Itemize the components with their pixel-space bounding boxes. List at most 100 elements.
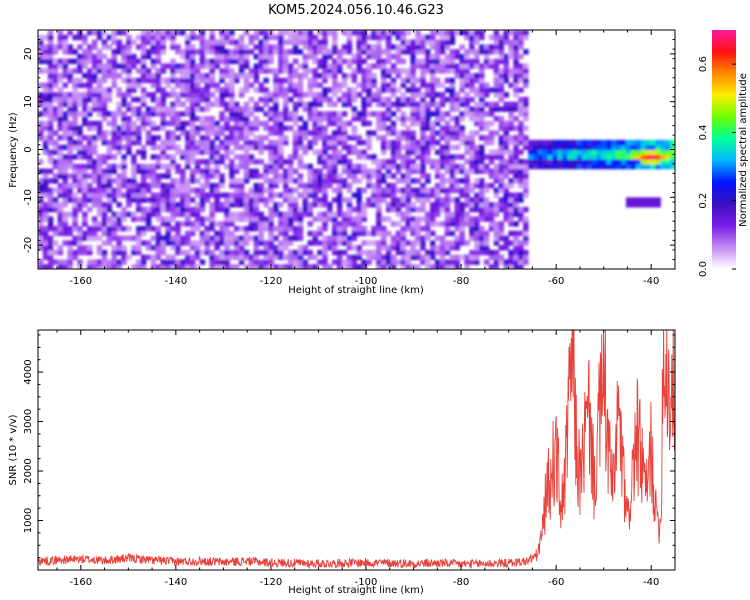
heatmap-cell xyxy=(366,73,372,79)
heatmap-cell xyxy=(498,225,505,232)
heatmap-cell xyxy=(287,159,294,165)
heatmap-cell xyxy=(106,120,113,127)
heatmap-cell xyxy=(508,264,514,269)
heatmap-cell xyxy=(116,240,122,246)
heatmap-cell xyxy=(91,106,98,112)
heatmap-cell xyxy=(351,77,358,84)
heatmap-cell xyxy=(145,68,152,74)
heatmap-cell xyxy=(297,259,304,265)
heatmap-cell xyxy=(67,58,73,65)
heatmap-cell xyxy=(82,149,88,155)
heatmap-cell xyxy=(96,249,103,256)
heatmap-cell xyxy=(160,206,166,213)
heatmap-cell xyxy=(106,221,113,227)
spectrogram-cells xyxy=(38,30,675,269)
heatmap-cell xyxy=(459,73,465,79)
heatmap-cell xyxy=(381,225,387,232)
heatmap-cell xyxy=(224,216,230,222)
heatmap-cell xyxy=(87,206,93,213)
heatmap-cell xyxy=(444,206,451,213)
heatmap-cell xyxy=(488,264,495,269)
heatmap-cell xyxy=(47,225,54,232)
heatmap-cell xyxy=(322,202,328,208)
heatmap-cell xyxy=(454,178,460,184)
heatmap-cell xyxy=(297,135,304,141)
heatmap-cell xyxy=(229,264,235,269)
heatmap-cell xyxy=(449,144,456,151)
heatmap-cell xyxy=(248,120,255,127)
heatmap-cell xyxy=(229,111,235,117)
heatmap-cell xyxy=(82,34,88,41)
heatmap-cell xyxy=(273,49,279,55)
x-tick-label: -80 xyxy=(453,276,469,287)
heatmap-cell xyxy=(449,92,456,98)
heatmap-cell xyxy=(214,168,220,174)
heatmap-cell xyxy=(523,135,529,141)
heatmap-cell xyxy=(307,211,313,218)
heatmap-cell xyxy=(395,187,402,194)
heatmap-cell xyxy=(175,44,181,50)
heatmap-cell xyxy=(434,63,441,69)
heatmap-cell xyxy=(518,192,524,198)
heatmap-cell xyxy=(238,249,245,256)
heatmap-cell xyxy=(430,187,436,194)
heatmap-cell xyxy=(82,58,88,65)
heatmap-cell xyxy=(395,49,402,55)
heatmap-cell xyxy=(449,63,456,69)
heatmap-cell xyxy=(341,235,348,241)
heatmap-cell xyxy=(243,206,250,213)
heatmap-cell xyxy=(209,49,215,55)
heatmap-cell xyxy=(307,230,313,237)
heatmap-cell xyxy=(38,39,44,45)
heatmap-cell xyxy=(57,259,64,265)
heatmap-cell xyxy=(136,139,142,146)
heatmap-cell xyxy=(287,221,294,227)
heatmap-cell xyxy=(140,44,147,50)
heatmap-cell xyxy=(150,178,157,184)
heatmap-cell xyxy=(258,82,264,88)
heatmap-cell xyxy=(469,30,475,36)
heatmap-cell xyxy=(243,211,250,218)
heatmap-cell xyxy=(140,30,147,36)
heatmap-cell xyxy=(498,259,505,265)
heatmap-cell xyxy=(410,73,416,79)
heatmap-cell xyxy=(474,197,480,203)
snr-x-axis-label: Height of straight line (km) xyxy=(288,585,424,596)
heatmap-cell xyxy=(189,111,196,117)
heatmap-cell xyxy=(425,173,431,179)
heatmap-cell xyxy=(366,49,372,55)
heatmap-cell xyxy=(116,106,122,112)
heatmap-cell xyxy=(140,49,147,55)
heatmap-cell xyxy=(273,163,279,170)
heatmap-cell xyxy=(400,197,407,203)
heatmap-cell xyxy=(302,187,309,194)
heatmap-cell xyxy=(410,149,416,155)
heatmap-cell xyxy=(194,34,201,41)
heatmap-cell xyxy=(434,49,441,55)
heatmap-cell xyxy=(72,58,78,65)
heatmap-cell xyxy=(180,168,186,174)
heatmap-cell xyxy=(150,96,157,103)
heatmap-cell xyxy=(513,58,519,65)
heatmap-cell xyxy=(273,192,279,198)
heatmap-cell xyxy=(199,73,206,79)
heatmap-cell xyxy=(346,259,353,265)
heatmap-cell xyxy=(297,264,304,269)
heatmap-cell xyxy=(91,96,98,103)
heatmap-cell xyxy=(405,130,411,136)
heatmap-cell xyxy=(278,202,284,208)
heatmap-cell xyxy=(307,221,313,227)
heatmap-cell xyxy=(273,182,279,189)
heatmap-cell xyxy=(165,82,171,88)
heatmap-cell xyxy=(57,77,64,84)
heatmap-cell xyxy=(523,106,529,112)
heatmap-cell xyxy=(420,206,426,213)
heatmap-cell xyxy=(67,249,73,256)
heatmap-cell xyxy=(47,254,54,261)
heatmap-cell xyxy=(224,34,230,41)
heatmap-cell xyxy=(77,68,83,74)
heatmap-cell xyxy=(479,154,485,160)
heatmap-cell xyxy=(322,187,328,194)
heatmap-cell xyxy=(160,259,166,265)
heatmap-cell xyxy=(483,125,490,131)
